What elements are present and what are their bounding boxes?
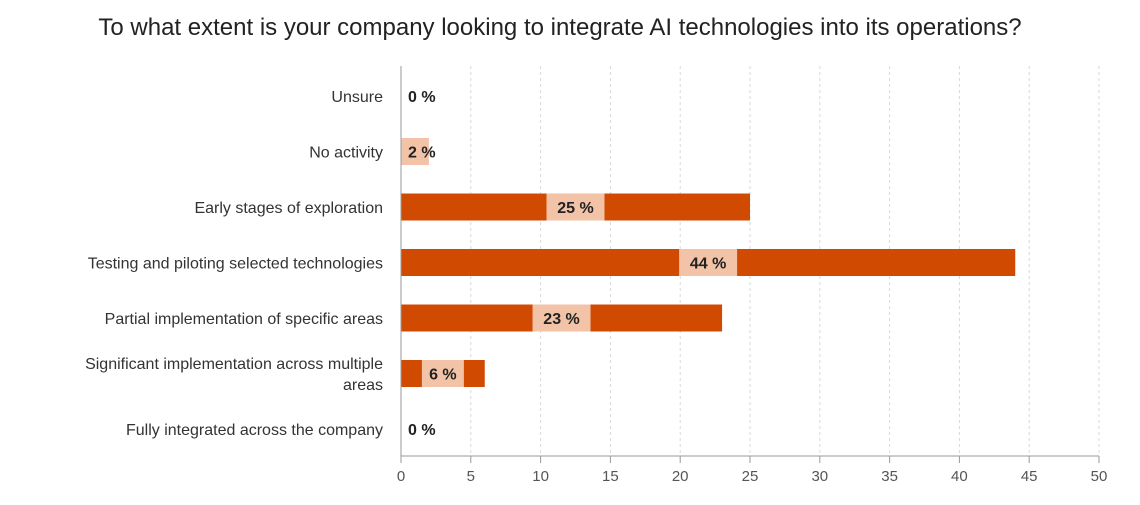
value-label-bg — [421, 360, 464, 387]
value-label-bg — [546, 193, 605, 221]
x-tick-label: 50 — [1091, 468, 1108, 485]
chart-title: To what extent is your company looking t… — [98, 14, 1022, 41]
x-tick-label: 40 — [951, 468, 968, 485]
category-label: Testing and piloting selected technologi… — [88, 256, 383, 273]
value-label: 0 % — [408, 422, 436, 439]
x-tick-label: 45 — [1021, 468, 1038, 485]
value-label: 23 % — [543, 311, 579, 328]
x-tick-label: 30 — [811, 468, 828, 485]
value-label: 6 % — [429, 367, 457, 384]
axis-layer: 0 5 10 15 20 25 30 35 40 45 50 Unsure No activity Ear… — [85, 66, 1107, 485]
x-tick-label: 10 — [532, 468, 549, 485]
value-label: 25 % — [557, 200, 593, 217]
category-label: Fully integrated across the company — [126, 422, 383, 439]
bar-layer: 0 % 2 % 25 % 44 % 23 % 6 % 0 % — [401, 89, 1016, 439]
category-label: No activity — [309, 145, 383, 162]
value-label: 0 % — [408, 89, 436, 106]
value-label-bg — [532, 304, 591, 332]
category-label: Unsure — [331, 89, 383, 106]
x-tick-label: 5 — [467, 468, 475, 485]
x-tick-label: 20 — [672, 468, 689, 485]
x-tick-label: 25 — [742, 468, 759, 485]
category-label: Significant implementation across multip… — [85, 356, 383, 394]
value-label: 2 % — [408, 145, 436, 162]
category-label: Early stages of exploration — [194, 200, 383, 217]
x-tick-label: 15 — [602, 468, 619, 485]
value-label-bg — [679, 249, 738, 276]
bar — [401, 138, 429, 165]
x-tick-label: 0 — [397, 468, 405, 485]
value-label: 44 % — [690, 256, 726, 273]
category-label: Partial implementation of specific areas — [105, 311, 383, 328]
x-tick-label: 35 — [881, 468, 898, 485]
